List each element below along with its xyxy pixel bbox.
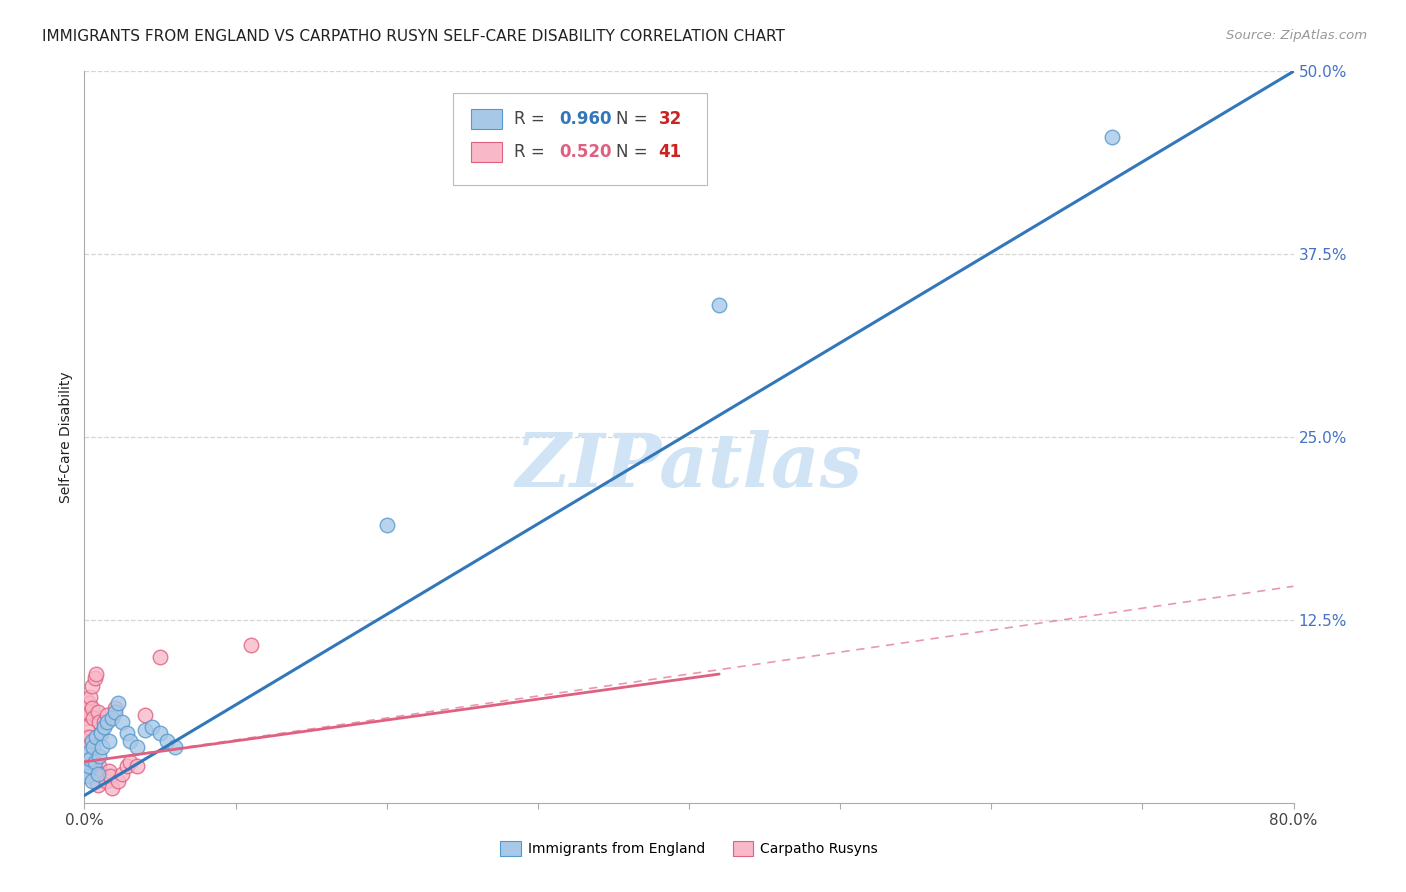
Text: N =: N = bbox=[616, 110, 654, 128]
Point bbox=[79, 737, 101, 751]
Text: 0.960: 0.960 bbox=[560, 110, 612, 128]
Text: 0.520: 0.520 bbox=[560, 143, 612, 161]
Point bbox=[75, 711, 97, 725]
Point bbox=[77, 752, 100, 766]
Point bbox=[80, 773, 103, 788]
Point bbox=[91, 769, 114, 783]
Point bbox=[239, 638, 262, 652]
Text: ZIPatlas: ZIPatlas bbox=[516, 430, 862, 502]
Point bbox=[79, 752, 101, 766]
Legend: Immigrants from England, Carpatho Rusyns: Immigrants from England, Carpatho Rusyns bbox=[495, 836, 883, 862]
FancyBboxPatch shape bbox=[471, 109, 502, 129]
Point bbox=[80, 679, 103, 693]
Point bbox=[107, 696, 129, 710]
Text: 32: 32 bbox=[659, 110, 682, 128]
Point bbox=[82, 740, 104, 755]
Point bbox=[86, 667, 108, 681]
Point bbox=[96, 715, 118, 730]
Point bbox=[84, 672, 107, 686]
Point bbox=[98, 769, 121, 783]
Text: R =: R = bbox=[513, 143, 550, 161]
Point bbox=[75, 693, 97, 707]
Text: 41: 41 bbox=[659, 143, 682, 161]
Text: N =: N = bbox=[616, 143, 654, 161]
Point bbox=[127, 759, 149, 773]
Point bbox=[75, 730, 97, 744]
Point bbox=[127, 740, 149, 755]
Point bbox=[87, 766, 110, 780]
Point bbox=[80, 734, 103, 748]
Point bbox=[94, 773, 117, 788]
Point bbox=[96, 708, 118, 723]
Point bbox=[79, 690, 101, 705]
Point bbox=[156, 734, 179, 748]
Point bbox=[107, 773, 129, 788]
Point bbox=[82, 769, 104, 783]
Text: R =: R = bbox=[513, 110, 550, 128]
Point bbox=[77, 759, 100, 773]
Point bbox=[141, 720, 163, 734]
Point bbox=[77, 730, 100, 744]
Point bbox=[134, 708, 156, 723]
Point bbox=[100, 781, 122, 796]
Point bbox=[89, 759, 111, 773]
Point bbox=[80, 700, 103, 714]
Point bbox=[115, 759, 138, 773]
Point bbox=[86, 773, 108, 788]
Point bbox=[111, 715, 134, 730]
Point bbox=[97, 734, 120, 748]
Point bbox=[89, 715, 111, 730]
Point bbox=[149, 649, 172, 664]
Point bbox=[89, 749, 111, 764]
Text: Source: ZipAtlas.com: Source: ZipAtlas.com bbox=[1226, 29, 1367, 42]
Point bbox=[118, 734, 141, 748]
Point bbox=[76, 740, 98, 755]
Point bbox=[76, 705, 98, 719]
Point bbox=[82, 711, 104, 725]
Point bbox=[84, 764, 107, 778]
Point bbox=[118, 755, 141, 769]
Point bbox=[165, 740, 187, 755]
Point bbox=[100, 711, 122, 725]
Point bbox=[90, 766, 112, 780]
Point bbox=[90, 725, 112, 739]
Point bbox=[149, 725, 172, 739]
Point bbox=[77, 696, 100, 710]
Point bbox=[84, 755, 107, 769]
FancyBboxPatch shape bbox=[471, 142, 502, 162]
Point bbox=[93, 715, 115, 730]
Point bbox=[76, 720, 98, 734]
Point bbox=[111, 766, 134, 780]
FancyBboxPatch shape bbox=[453, 94, 707, 185]
Point bbox=[104, 700, 127, 714]
Point bbox=[93, 720, 115, 734]
Point bbox=[77, 745, 100, 759]
Point bbox=[87, 778, 110, 792]
Point bbox=[375, 517, 398, 532]
Point bbox=[709, 298, 731, 312]
Y-axis label: Self-Care Disability: Self-Care Disability bbox=[59, 371, 73, 503]
Point bbox=[91, 740, 114, 755]
Point bbox=[115, 725, 138, 739]
Point bbox=[134, 723, 156, 737]
Point bbox=[104, 705, 127, 719]
Point bbox=[87, 705, 110, 719]
Point bbox=[97, 764, 120, 778]
Point bbox=[86, 730, 108, 744]
Point bbox=[1101, 130, 1123, 145]
Point bbox=[80, 759, 103, 773]
Text: IMMIGRANTS FROM ENGLAND VS CARPATHO RUSYN SELF-CARE DISABILITY CORRELATION CHART: IMMIGRANTS FROM ENGLAND VS CARPATHO RUSY… bbox=[42, 29, 785, 44]
Point bbox=[76, 769, 98, 783]
Point bbox=[75, 764, 97, 778]
